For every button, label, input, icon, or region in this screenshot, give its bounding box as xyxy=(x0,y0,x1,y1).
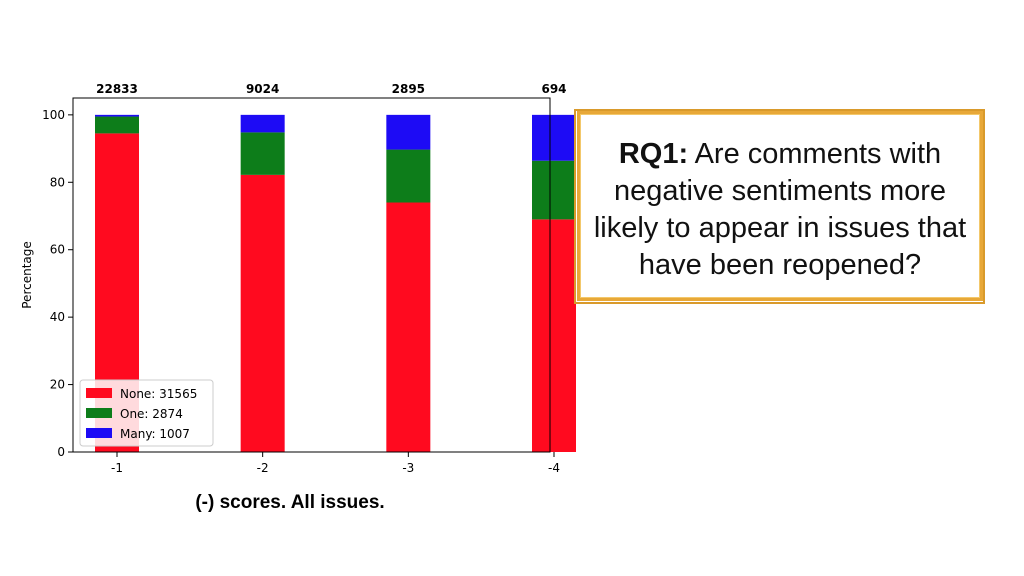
y-tick-label: 40 xyxy=(50,310,65,324)
legend-entry: One: 2874 xyxy=(120,407,183,421)
x-tick-label: -2 xyxy=(257,461,269,475)
bar-many-1 xyxy=(95,114,139,117)
legend-swatch xyxy=(86,428,112,438)
research-question-body: Are comments with negative sentiments mo… xyxy=(593,138,967,281)
bar-total-label: 2895 xyxy=(392,82,425,96)
bar-one-3 xyxy=(386,149,431,203)
legend-box xyxy=(79,379,214,447)
plot-area: -1 22833 -2 9024 -3 2895 -4 694 0 20 40 60 80 100 Perc… xyxy=(20,82,576,475)
bar-total-label: 694 xyxy=(541,82,566,96)
x-tick-label: -3 xyxy=(402,461,414,475)
legend-entry: None: 31565 xyxy=(120,387,197,401)
bar-many-3 xyxy=(386,114,431,150)
legend-swatch xyxy=(86,388,112,398)
chart-caption: (-) scores. All issues. xyxy=(195,492,385,513)
x-tick-label: -1 xyxy=(111,461,123,475)
bar-many-4 xyxy=(532,114,576,161)
y-axis-label: Percentage xyxy=(20,241,34,309)
bar-total-label: 9024 xyxy=(246,82,279,96)
research-question-label: RQ1: xyxy=(618,138,689,170)
bar-none-4 xyxy=(532,219,576,452)
bar-many-2 xyxy=(240,114,285,133)
legend-entry: Many: 1007 xyxy=(120,427,190,441)
y-tick-label: 0 xyxy=(57,445,65,459)
bar-one-1 xyxy=(95,116,139,134)
research-question-text: RQ1: Are comments with negative sentimen… xyxy=(580,136,980,284)
y-tick-label: 20 xyxy=(50,378,65,392)
research-question-box: RQ1: Are comments with negative sentimen… xyxy=(574,109,985,304)
bar-none-3 xyxy=(386,202,431,452)
y-tick-label: 80 xyxy=(50,175,65,189)
axes-frame xyxy=(72,97,551,453)
bar-none-2 xyxy=(240,174,285,452)
y-tick-label: 60 xyxy=(50,243,65,257)
y-tick-label: 100 xyxy=(42,108,65,122)
x-tick-label: -4 xyxy=(548,461,560,475)
bar-one-2 xyxy=(240,132,285,175)
bar-one-4 xyxy=(532,160,576,220)
bar-total-label: 22833 xyxy=(96,82,138,96)
legend-swatch xyxy=(86,408,112,418)
